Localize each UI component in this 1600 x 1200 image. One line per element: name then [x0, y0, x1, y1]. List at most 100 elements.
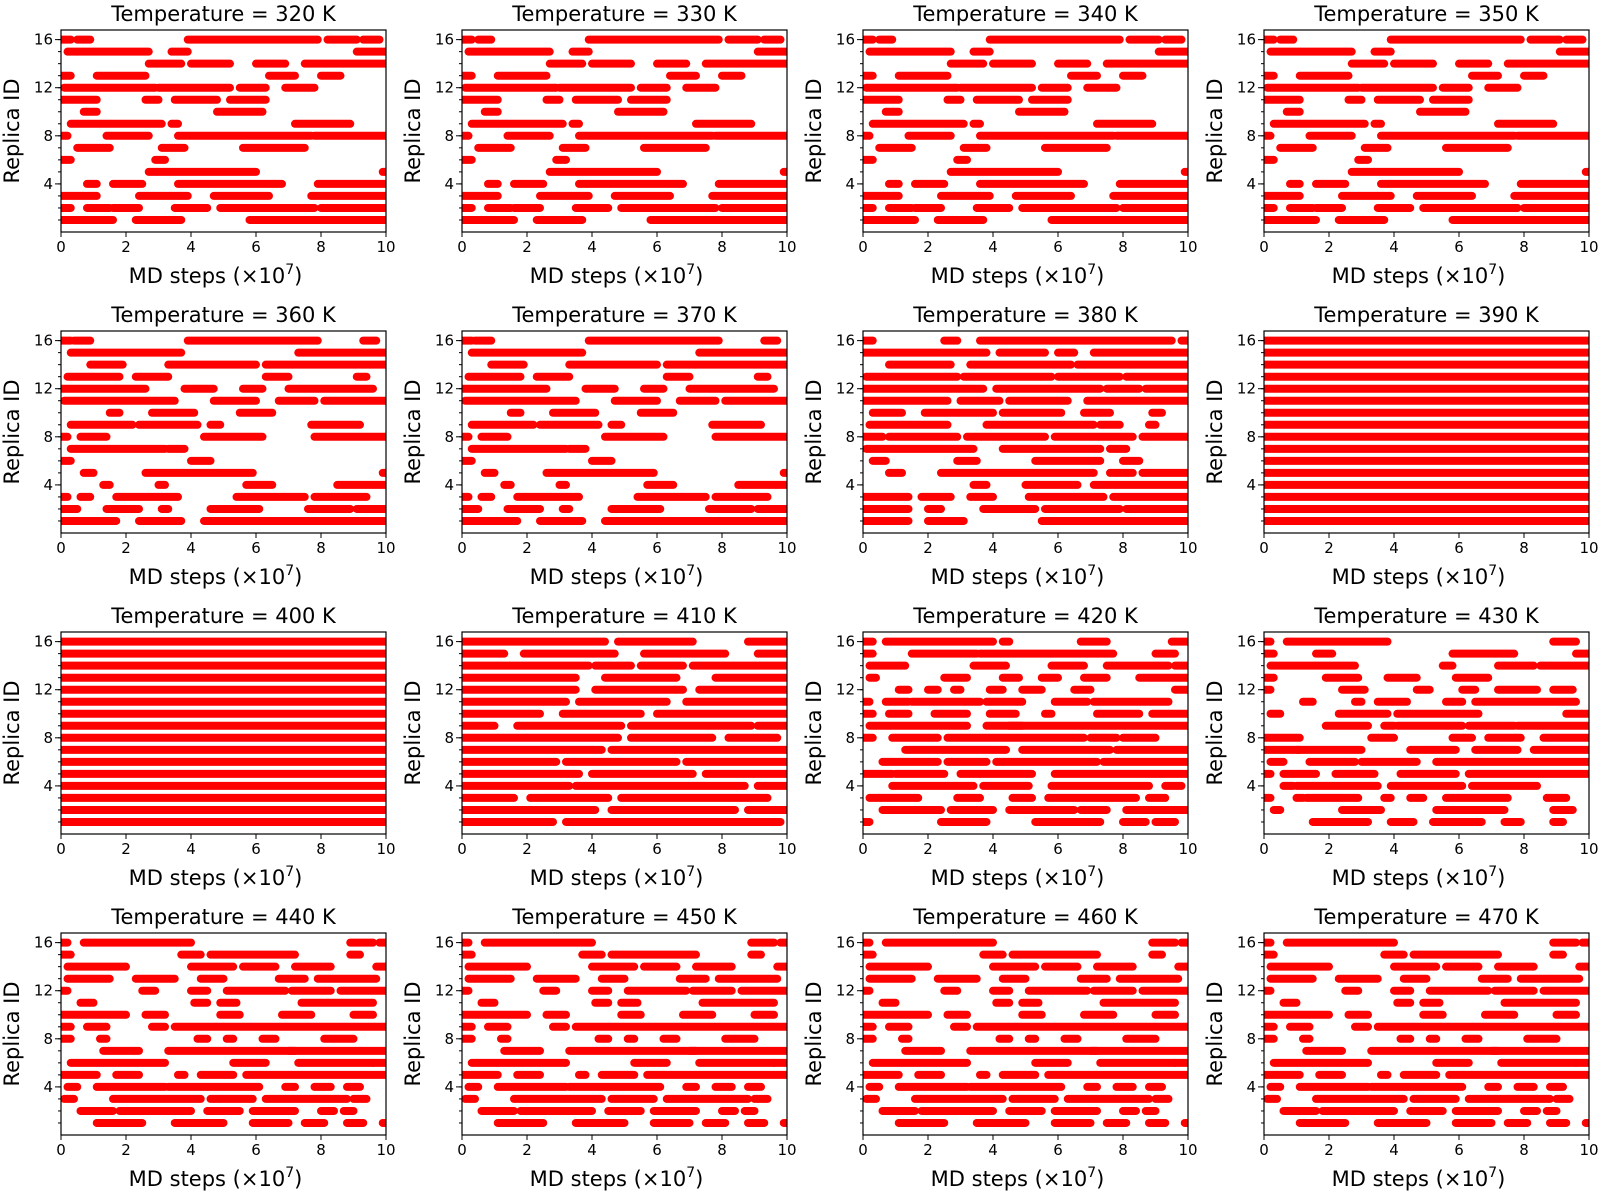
data-marks: [863, 35, 1188, 224]
x-tick-label: 4: [988, 539, 998, 557]
x-tick-label: 6: [1053, 1141, 1063, 1159]
axes-frame: [60, 330, 387, 534]
y-tick-label: 16: [34, 633, 53, 651]
data-marks: [462, 637, 787, 826]
x-tick-label: 2: [121, 1141, 131, 1159]
y-axis-label: Replica ID: [401, 78, 425, 183]
y-tick-label: 16: [435, 633, 454, 651]
x-tick-label: 6: [652, 840, 662, 858]
x-tick-label: 10: [376, 840, 395, 858]
x-tick-label: 4: [587, 539, 597, 557]
y-tick-label: 12: [34, 681, 53, 699]
data-marks: [863, 938, 1188, 1127]
x-tick-label: 2: [522, 1141, 532, 1159]
y-tick-label: 4: [845, 777, 855, 795]
x-tick-label: 0: [858, 1141, 868, 1159]
x-tick-label: 8: [316, 840, 326, 858]
y-tick-label: 16: [1237, 31, 1256, 49]
x-tick-label: 10: [1579, 539, 1598, 557]
x-tick-label: 0: [457, 1141, 467, 1159]
panel-0: Temperature = 320 K 0 2 4 6 8 10 4 8 12 16 MD steps…: [0, 2, 396, 288]
x-axis-label: MD steps (×107): [931, 864, 1105, 890]
x-tick-label: 8: [1519, 840, 1529, 858]
x-tick-label: 6: [1454, 840, 1464, 858]
x-tick-label: 4: [988, 238, 998, 256]
x-tick-label: 6: [652, 238, 662, 256]
axes-frame: [1263, 29, 1590, 233]
x-tick-label: 0: [457, 539, 467, 557]
x-tick-label: 4: [1389, 840, 1399, 858]
y-tick-label: 8: [43, 428, 53, 446]
x-tick-label: 2: [923, 238, 933, 256]
x-tick-label: 4: [587, 840, 597, 858]
y-tick-label: 16: [435, 332, 454, 350]
y-tick-label: 12: [435, 681, 454, 699]
panel-title: Temperature = 410 K: [511, 604, 738, 628]
axes-frame: [1263, 631, 1590, 835]
panel-10: Temperature = 420 K 0 2 4 6 8 10 4 8 12 16 MD steps…: [802, 604, 1198, 890]
panel-title: Temperature = 430 K: [1313, 604, 1540, 628]
x-tick-label: 2: [121, 539, 131, 557]
x-tick-label: 8: [717, 539, 727, 557]
x-tick-label: 8: [1118, 1141, 1128, 1159]
x-tick-label: 4: [186, 1141, 196, 1159]
axes-frame: [461, 631, 788, 835]
y-tick-label: 8: [444, 729, 454, 747]
y-tick-label: 8: [845, 1030, 855, 1048]
x-tick-label: 8: [717, 840, 727, 858]
axes-frame: [862, 29, 1189, 233]
y-tick-label: 16: [34, 31, 53, 49]
panel-title: Temperature = 320 K: [110, 2, 337, 26]
x-tick-label: 10: [1178, 238, 1197, 256]
x-tick-label: 6: [1454, 238, 1464, 256]
x-tick-label: 10: [1579, 238, 1598, 256]
panel-2: Temperature = 340 K 0 2 4 6 8 10 4 8 12 16 MD steps…: [802, 2, 1198, 288]
x-tick-label: 2: [923, 840, 933, 858]
y-axis-label: Replica ID: [1203, 981, 1227, 1086]
x-tick-label: 8: [1519, 1141, 1529, 1159]
axes-frame: [862, 932, 1189, 1136]
x-axis-label: MD steps (×107): [530, 864, 704, 890]
panel-12: Temperature = 440 K 0 2 4 6 8 10 4 8 12 16 MD steps…: [0, 905, 396, 1191]
axes-frame: [60, 29, 387, 233]
axes-frame: [461, 29, 788, 233]
x-axis-label: MD steps (×107): [1332, 563, 1506, 589]
panel-title: Temperature = 400 K: [110, 604, 337, 628]
x-tick-label: 6: [251, 238, 261, 256]
y-tick-label: 8: [845, 729, 855, 747]
axes-frame: [862, 631, 1189, 835]
data-marks: [61, 336, 386, 525]
x-tick-label: 8: [316, 238, 326, 256]
y-tick-label: 8: [43, 127, 53, 145]
x-tick-label: 0: [56, 539, 66, 557]
x-tick-label: 10: [777, 539, 796, 557]
y-tick-label: 12: [1237, 982, 1256, 1000]
panel-title: Temperature = 350 K: [1313, 2, 1540, 26]
y-tick-label: 4: [1246, 777, 1256, 795]
panel-title: Temperature = 470 K: [1313, 905, 1540, 929]
data-marks: [462, 336, 787, 525]
panel-13: Temperature = 450 K 0 2 4 6 8 10 4 8 12 16 MD steps…: [401, 905, 797, 1191]
x-tick-label: 0: [858, 840, 868, 858]
y-tick-label: 16: [836, 934, 855, 952]
x-tick-label: 2: [923, 539, 933, 557]
x-tick-label: 6: [251, 1141, 261, 1159]
x-tick-label: 6: [251, 539, 261, 557]
y-tick-label: 4: [845, 1078, 855, 1096]
y-tick-label: 8: [1246, 729, 1256, 747]
x-tick-label: 4: [1389, 238, 1399, 256]
y-tick-label: 4: [444, 476, 454, 494]
y-tick-label: 8: [1246, 428, 1256, 446]
panel-15: Temperature = 470 K 0 2 4 6 8 10 4 8 12 16 MD steps…: [1203, 905, 1599, 1191]
data-marks: [1264, 938, 1589, 1127]
axes-frame: [461, 330, 788, 534]
data-marks: [61, 35, 386, 224]
x-tick-label: 8: [1118, 840, 1128, 858]
x-tick-label: 2: [923, 1141, 933, 1159]
y-tick-label: 12: [836, 380, 855, 398]
panel-title: Temperature = 340 K: [912, 2, 1139, 26]
axes-frame: [60, 932, 387, 1136]
y-tick-label: 16: [1237, 332, 1256, 350]
data-marks: [1264, 35, 1589, 224]
y-tick-label: 4: [845, 476, 855, 494]
